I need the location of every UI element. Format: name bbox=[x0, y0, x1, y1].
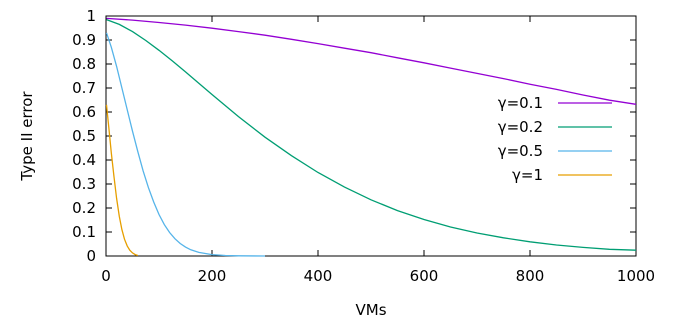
y-tick-label: 0.8 bbox=[72, 55, 96, 73]
legend-label: γ=1 bbox=[512, 166, 543, 184]
series-line-2 bbox=[105, 32, 266, 257]
legend-label: γ=0.5 bbox=[498, 142, 543, 160]
x-axis-label: VMs bbox=[355, 301, 386, 319]
legend-label: γ=0.2 bbox=[498, 118, 543, 136]
y-tick-label: 0.2 bbox=[72, 199, 96, 217]
x-tick-label: 400 bbox=[304, 267, 333, 285]
x-tick-label: 0 bbox=[101, 267, 111, 285]
y-tick-label: 0.9 bbox=[72, 31, 96, 49]
plot-frame bbox=[105, 15, 637, 257]
y-tick-label: 0.1 bbox=[72, 223, 96, 241]
x-tick-label: 1000 bbox=[617, 267, 655, 285]
y-tick-label: 0.5 bbox=[72, 127, 96, 145]
y-tick-label: 0.7 bbox=[72, 79, 96, 97]
x-tick-label: 800 bbox=[516, 267, 545, 285]
y-axis-label: Type II error bbox=[18, 91, 36, 182]
x-axis: 0 200 400 600 800 1000 bbox=[101, 16, 655, 285]
series-line-3 bbox=[105, 104, 139, 257]
legend: γ=0.1 γ=0.2 γ=0.5 γ=1 bbox=[498, 94, 612, 184]
series-line-1 bbox=[106, 18, 637, 251]
legend-label: γ=0.1 bbox=[498, 94, 543, 112]
y-tick-label: 0 bbox=[86, 247, 96, 265]
y-tick-label: 0.4 bbox=[72, 151, 96, 169]
x-tick-label: 600 bbox=[410, 267, 439, 285]
series-line-0 bbox=[106, 17, 637, 105]
y-tick-label: 0.3 bbox=[72, 175, 96, 193]
y-tick-label: 1 bbox=[86, 7, 96, 25]
series-group bbox=[105, 17, 637, 257]
y-tick-label: 0.6 bbox=[72, 103, 96, 121]
y-axis: 0 0.1 0.2 0.3 0.4 0.5 0.6 0.7 0.8 0.9 1 bbox=[72, 7, 636, 265]
x-tick-label: 200 bbox=[198, 267, 227, 285]
